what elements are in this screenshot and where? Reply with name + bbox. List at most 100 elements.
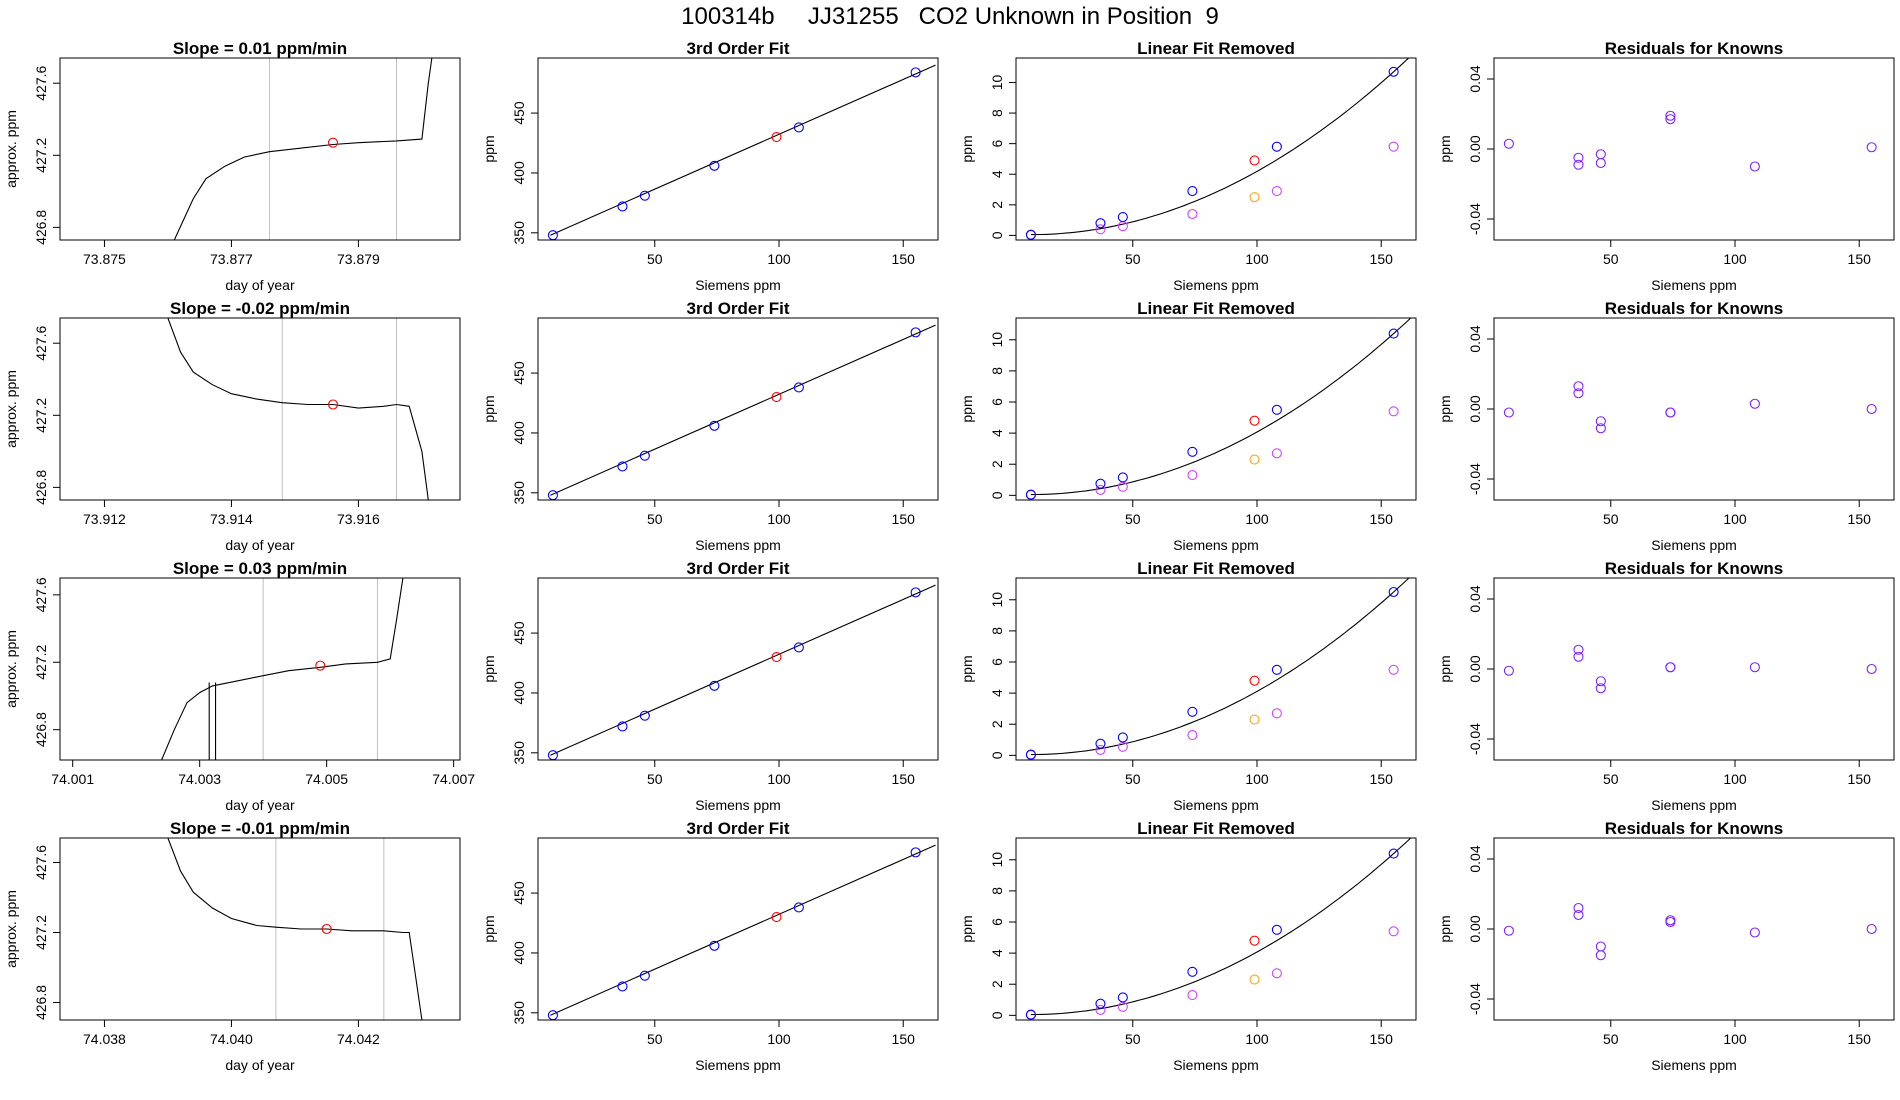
x-tick-label: 100 — [767, 771, 791, 787]
unknown-point — [1249, 935, 1260, 946]
y-tick-label: 350 — [511, 1001, 527, 1025]
raw-point — [1271, 708, 1282, 719]
y-tick-label: 10 — [989, 592, 1005, 608]
y-tick-label: 427.6 — [33, 845, 49, 880]
raw-point — [1271, 448, 1282, 459]
standard-point — [1117, 212, 1128, 223]
residual-point — [1573, 388, 1584, 399]
y-axis-label: approx. ppm — [3, 110, 19, 188]
residual-point — [1573, 152, 1584, 163]
y-axis-label: ppm — [1437, 655, 1453, 682]
y-tick-label: 8 — [989, 367, 1005, 375]
x-axis-label: Siemens ppm — [1173, 797, 1259, 813]
x-tick-label: 100 — [1245, 251, 1269, 267]
x-axis-label: Siemens ppm — [1173, 537, 1259, 553]
panel-title: Residuals for Knowns — [1605, 299, 1784, 318]
x-tick-label: 100 — [1723, 511, 1747, 527]
y-tick-label: 426.8 — [33, 712, 49, 747]
standard-point — [617, 461, 628, 472]
x-tick-label: 100 — [1245, 771, 1269, 787]
y-tick-label: -0.04 — [1467, 983, 1483, 1015]
standard-point — [1187, 186, 1198, 197]
plot-frame — [59, 577, 461, 761]
y-tick-label: 4 — [989, 949, 1005, 957]
trace-line — [167, 838, 423, 1020]
unknown-point — [771, 391, 782, 403]
panel-third-order-fit-4: 3rd Order Fit Siemens ppm ppm 50 100 150 350 40… — [481, 819, 939, 1073]
x-tick-label: 150 — [1848, 251, 1872, 267]
standard-point — [1025, 489, 1036, 500]
raw-unknown-point — [1249, 714, 1260, 725]
standard-point — [793, 642, 804, 653]
plot-area — [1503, 110, 1877, 172]
raw-unknown-point — [1249, 974, 1260, 985]
x-tick-label: 74.003 — [178, 771, 221, 787]
raw-point — [1388, 141, 1399, 152]
y-axis-label: ppm — [481, 135, 497, 162]
unknown-point — [1249, 675, 1260, 686]
x-tick-label: 150 — [1848, 511, 1872, 527]
plot-frame — [1493, 317, 1895, 501]
y-tick-label: 400 — [511, 161, 527, 185]
panel-title: Slope = -0.01 ppm/min — [170, 819, 350, 838]
x-tick-label: 150 — [1370, 251, 1394, 267]
x-tick-label: 73.912 — [83, 511, 126, 527]
panel-residuals-2: Residuals for Knowns Siemens ppm ppm 50 100 1… — [1437, 299, 1895, 553]
panel-title: 3rd Order Fit — [687, 299, 790, 318]
standard-point — [1388, 66, 1399, 77]
x-axis-label: Siemens ppm — [695, 1057, 781, 1073]
y-tick-label: 2 — [989, 201, 1005, 209]
plot-frame — [1015, 317, 1417, 501]
y-tick-label: -0.04 — [1467, 723, 1483, 755]
panel-title: Slope = -0.02 ppm/min — [170, 299, 350, 318]
raw-point — [1187, 470, 1198, 481]
residual-point — [1573, 902, 1584, 914]
unknown-point — [1249, 155, 1260, 166]
y-tick-label: 0 — [989, 231, 1005, 239]
y-tick-label: 0.00 — [1467, 395, 1483, 422]
residual-point — [1595, 157, 1606, 169]
x-axis-label: Siemens ppm — [695, 537, 781, 553]
unknown-mean-marker — [327, 137, 339, 148]
panel-time-trace-4: Slope = -0.01 ppm/min day of year approx. … — [3, 819, 461, 1073]
unknown-mean-marker — [327, 399, 339, 410]
x-tick-label: 50 — [1603, 1031, 1619, 1047]
residual-point — [1866, 142, 1877, 153]
x-tick-label: 100 — [767, 251, 791, 267]
fit-curve — [1030, 58, 1410, 236]
x-tick-label: 150 — [1848, 1031, 1872, 1047]
unknown-point — [771, 651, 782, 663]
standard-point — [793, 122, 804, 133]
residual-point — [1595, 416, 1606, 427]
plot-frame — [537, 57, 939, 241]
x-tick-label: 150 — [892, 1031, 916, 1047]
y-tick-label: 0 — [989, 751, 1005, 759]
standard-point — [1388, 328, 1399, 339]
raw-point — [1388, 406, 1399, 417]
x-axis-label: Siemens ppm — [695, 797, 781, 813]
standard-point — [1187, 706, 1198, 717]
standard-point — [639, 970, 650, 981]
y-tick-label: 6 — [989, 140, 1005, 148]
y-axis-label: ppm — [481, 655, 497, 682]
x-tick-label: 50 — [1125, 251, 1141, 267]
panel-residuals-1: Residuals for Knowns Siemens ppm ppm 50 100 1… — [1437, 39, 1895, 293]
y-tick-label: 2 — [989, 460, 1005, 468]
fit-line — [550, 64, 936, 236]
standard-point — [1095, 998, 1106, 1009]
fit-line — [550, 844, 936, 1016]
residual-point — [1595, 149, 1606, 160]
residual-point — [1503, 407, 1514, 418]
plot-frame — [537, 317, 939, 501]
residual-point — [1749, 161, 1760, 172]
fit-curve — [1030, 318, 1412, 496]
panel-residuals-4: Residuals for Knowns Siemens ppm ppm 50 100 1… — [1437, 819, 1895, 1073]
panel-title: 3rd Order Fit — [687, 819, 790, 838]
y-axis-label: ppm — [1437, 915, 1453, 942]
x-axis-label: Siemens ppm — [1651, 1057, 1737, 1073]
y-tick-label: 10 — [989, 332, 1005, 348]
y-tick-label: 8 — [989, 887, 1005, 895]
panel-third-order-fit-2: 3rd Order Fit Siemens ppm ppm 50 100 150 350 40… — [481, 299, 939, 553]
